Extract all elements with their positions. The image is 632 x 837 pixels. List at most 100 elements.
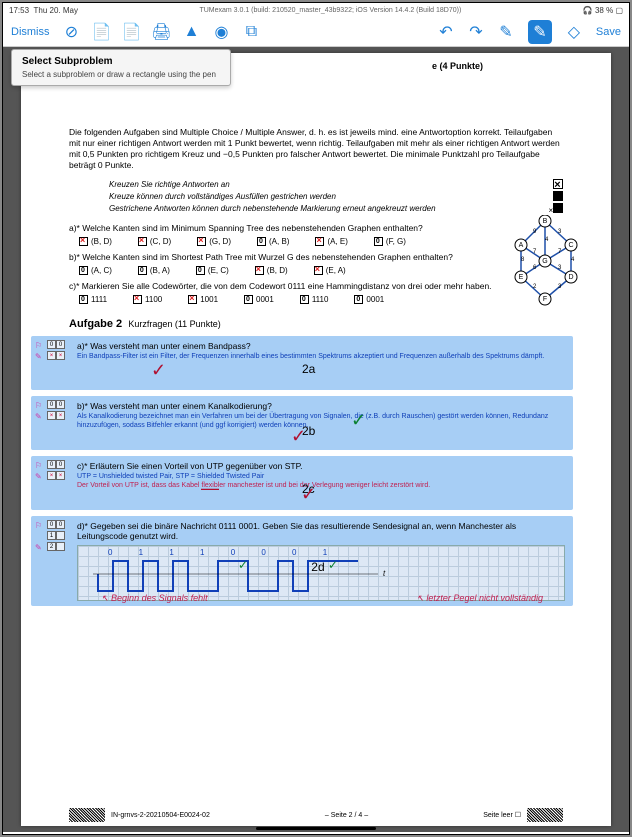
example-instructions: Kreuzen Sie richtige Antworten an Kreuze… xyxy=(109,179,563,215)
opt-box[interactable] xyxy=(79,295,88,304)
pen-icon: ✎ xyxy=(35,352,45,360)
barcode-icon xyxy=(527,808,563,822)
score-grid: ⚐00 ✎×× xyxy=(35,340,65,360)
opt-box[interactable] xyxy=(244,295,253,304)
example-line-1: Kreuzen Sie richtige Antworten an xyxy=(109,179,563,191)
toolbar: Dismiss ⊘ 📄 📄 🖨 ▲ ◉ ⧉ ↶ ↷ ✎ ✎ ◇ Save xyxy=(3,17,629,47)
question-a: a)* Welche Kanten sind im Minimum Spanni… xyxy=(69,223,563,246)
opt-box[interactable] xyxy=(300,295,309,304)
svg-text:E: E xyxy=(519,274,524,281)
ans-2c-2: Der Vorteil von UTP ist, dass das Kabel … xyxy=(77,482,565,490)
checkbox-filled-icon xyxy=(553,191,563,201)
question-c-text: c)* Markieren Sie alle Codewörter, die v… xyxy=(69,281,563,291)
checkbox-crossed-icon xyxy=(553,179,563,189)
page-number: – Seite 2 / 4 – xyxy=(325,812,368,819)
opt-box[interactable] xyxy=(315,237,324,246)
svg-text:3: 3 xyxy=(558,229,562,235)
q-2c: c)* Erläutern Sie einen Vorteil von UTP … xyxy=(77,461,565,471)
pen-outline-icon[interactable]: ✎ xyxy=(498,24,514,40)
redo-icon[interactable]: ↷ xyxy=(468,24,484,40)
example-line-3: Gestrichene Antworten können durch neben… xyxy=(109,203,563,215)
subproblem-2a[interactable]: ⚐00 ✎×× a)* Was versteht man unter einem… xyxy=(31,336,573,390)
dismiss-button[interactable]: Dismiss xyxy=(11,26,50,38)
score-grid: ⚐00 ✎×× xyxy=(35,460,65,480)
example-line-2: Kreuze können durch vollständiges Ausfül… xyxy=(109,191,563,203)
opt-box[interactable] xyxy=(79,237,88,246)
label-2d: 2d xyxy=(311,560,324,574)
status-app: TUMexam 3.0.1 (build: 210520_master_43b9… xyxy=(199,7,461,14)
checkmark-icon: ✓ xyxy=(291,426,306,447)
q-2a: a)* Was versteht man unter einem Bandpas… xyxy=(77,341,565,351)
opt-box[interactable] xyxy=(138,237,147,246)
checkmark-icon: ✓ xyxy=(351,410,366,431)
page-empty: Seite leer ☐ xyxy=(483,811,521,819)
question-a-text: a)* Welche Kanten sind im Minimum Spanni… xyxy=(69,223,563,233)
svg-text:C: C xyxy=(568,242,573,249)
opt-box[interactable] xyxy=(188,295,197,304)
opt-box[interactable] xyxy=(138,266,147,275)
ans-2b: Als Kanalkodierung bezeichnet man ein Ve… xyxy=(77,413,565,430)
subproblem-2d[interactable]: ⚐00 1 ✎2 d)* Gegeben sei die binäre Nach… xyxy=(31,516,573,606)
svg-text:t: t xyxy=(383,569,386,578)
ink-icon[interactable]: ▲ xyxy=(184,24,200,40)
note-2: ↖ letzter Pegel nicht vollständig xyxy=(416,593,543,604)
opt-box[interactable] xyxy=(374,237,383,246)
checkmark-icon: ✓ xyxy=(301,484,316,505)
save-button[interactable]: Save xyxy=(596,26,621,38)
checkmark-icon: ✓ xyxy=(328,558,338,572)
status-time: 17:53 Thu 20. May xyxy=(9,6,78,15)
undo-icon[interactable]: ↶ xyxy=(438,24,454,40)
eye-icon[interactable]: ◉ xyxy=(214,24,230,40)
opt-box[interactable] xyxy=(196,266,205,275)
opt-box[interactable] xyxy=(354,295,363,304)
question-c: c)* Markieren Sie alle Codewörter, die v… xyxy=(69,281,563,304)
question-a-options: (B, D) (C, D) (G, D) (A, B) (A, E) (F, G… xyxy=(79,237,563,246)
note-1: ↖ Beginn des Signals fehlt xyxy=(101,593,208,604)
exam-page: e (4 Punkte) Die folgenden Aufgaben sind… xyxy=(21,53,611,826)
opt-box[interactable] xyxy=(314,266,323,275)
opt-box[interactable] xyxy=(79,266,88,275)
question-b-options: (A, C) (B, A) (E, C) (B, D) (E, A) xyxy=(79,266,563,275)
label-2a: 2a xyxy=(302,362,315,376)
q-2b: b)* Was versteht man unter einem Kanalko… xyxy=(77,401,565,411)
aufgabe-2-title: Aufgabe 2 Kurzfragen (11 Punkte) xyxy=(69,318,563,330)
question-c-options: 1111 1100 1001 0001 1110 0001 xyxy=(79,295,563,304)
ans-2c-1: UTP = Unshielded twisted Pair, STP = Shi… xyxy=(77,473,565,481)
subproblem-2c[interactable]: ⚐00 ✎×× c)* Erläutern Sie einen Vorteil … xyxy=(31,456,573,510)
checkbox-restrike-icon xyxy=(553,203,563,213)
score-grid: ⚐00 ✎×× xyxy=(35,400,65,420)
print-icon[interactable]: 🖨 xyxy=(154,24,170,40)
checkmark-icon: ✓ xyxy=(151,360,166,381)
svg-text:B: B xyxy=(543,218,548,225)
status-bar: 17:53 Thu 20. May TUMexam 3.0.1 (build: … xyxy=(3,3,629,17)
intro-text: Die folgenden Aufgaben sind Multiple Cho… xyxy=(69,127,563,171)
svg-text:4: 4 xyxy=(545,237,549,243)
doc-plus-icon[interactable]: 📄 xyxy=(94,24,110,40)
opt-box[interactable] xyxy=(255,266,264,275)
eraser-icon[interactable]: ◇ xyxy=(566,24,582,40)
home-indicator[interactable] xyxy=(256,827,376,830)
question-b: b)* Welche Kanten sind im Shortest Path … xyxy=(69,252,563,275)
pen-fill-icon[interactable]: ✎ xyxy=(528,20,552,44)
svg-text:4: 4 xyxy=(571,257,575,263)
subproblem-2b[interactable]: ⚐00 ✎×× b)* Was versteht man unter einem… xyxy=(31,396,573,450)
tooltip: Select Subproblem Select a subproblem or… xyxy=(11,49,231,86)
question-b-text: b)* Welche Kanten sind im Shortest Path … xyxy=(69,252,563,262)
opt-box[interactable] xyxy=(197,237,206,246)
svg-text:A: A xyxy=(519,242,524,249)
q-2d: d)* Gegeben sei die binäre Nachricht 011… xyxy=(77,521,565,541)
score-grid: ⚐00 1 ✎2 xyxy=(35,520,65,551)
crop-icon[interactable]: ⧉ xyxy=(244,24,260,40)
strike-icon: — xyxy=(201,478,219,499)
doc-arrow-icon[interactable]: 📄 xyxy=(124,24,140,40)
tooltip-title: Select Subproblem xyxy=(22,56,220,67)
nosign-icon[interactable]: ⊘ xyxy=(64,24,80,40)
opt-box[interactable] xyxy=(257,237,266,246)
tooltip-text: Select a subproblem or draw a rectangle … xyxy=(22,70,220,79)
svg-text:D: D xyxy=(568,274,573,281)
status-battery: 🎧 38 % ▢ xyxy=(583,6,623,15)
opt-box[interactable] xyxy=(133,295,142,304)
page-area: e (4 Punkte) Die folgenden Aufgaben sind… xyxy=(3,47,629,832)
barcode-icon xyxy=(69,808,105,822)
flag-icon: ⚐ xyxy=(35,341,45,349)
